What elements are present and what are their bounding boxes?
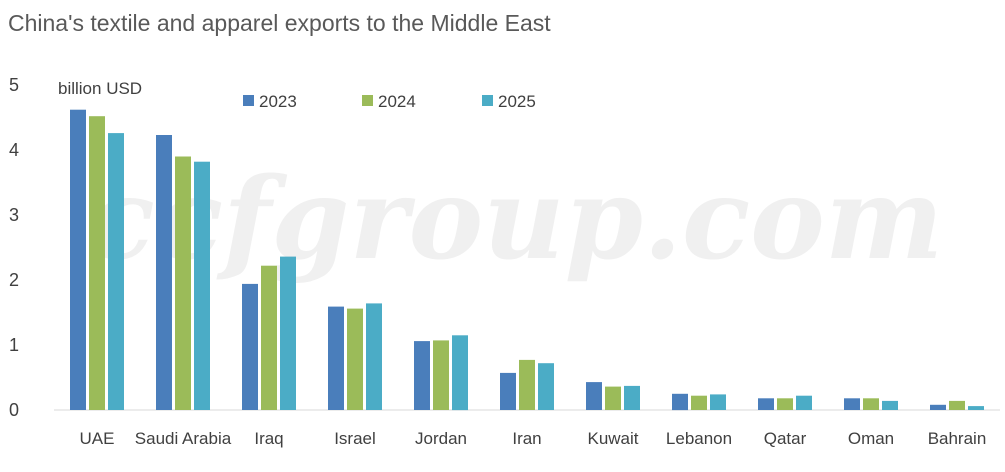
legend-label-2025: 2025 [498, 92, 536, 111]
bar-2024-kuwait [605, 386, 621, 410]
bar-2024-jordan [433, 340, 449, 410]
x-tick-label: Jordan [415, 429, 467, 448]
x-tick-label: Oman [848, 429, 894, 448]
bar-2023-saudi-arabia [156, 135, 172, 410]
x-tick-label: Lebanon [666, 429, 732, 448]
y-tick-label: 4 [9, 140, 19, 160]
bar-2025-lebanon [710, 394, 726, 410]
bar-2024-oman [863, 398, 879, 410]
bar-2024-bahrain [949, 400, 965, 410]
bar-2025-kuwait [624, 385, 640, 410]
unit-label: billion USD [58, 79, 142, 98]
bar-2025-bahrain [968, 406, 984, 410]
bar-2023-kuwait [586, 382, 602, 410]
legend-swatch-2025 [482, 95, 493, 106]
y-tick-label: 1 [9, 335, 19, 355]
bar-2024-lebanon [691, 395, 707, 410]
bar-2023-qatar [758, 398, 774, 410]
x-tick-label: Kuwait [587, 429, 638, 448]
legend-label-2023: 2023 [259, 92, 297, 111]
x-tick-label: Qatar [764, 429, 807, 448]
bar-2025-saudi-arabia [194, 161, 210, 410]
x-tick-label: Iran [512, 429, 541, 448]
x-tick-label: UAE [80, 429, 115, 448]
bar-2023-iraq [242, 283, 258, 410]
x-tick-label: Saudi Arabia [135, 429, 232, 448]
y-axis-ticks: 0 1 2 3 4 5 [9, 75, 19, 420]
bar-2023-iran [500, 372, 516, 410]
bar-series-group [70, 109, 984, 411]
legend-swatch-2023 [243, 95, 254, 106]
bar-2025-iraq [280, 256, 296, 410]
bar-2025-uae [108, 133, 124, 410]
bar-2023-lebanon [672, 393, 688, 411]
x-tick-label: Bahrain [928, 429, 987, 448]
bar-2024-israel [347, 308, 363, 410]
bar-2024-iraq [261, 265, 277, 410]
legend: 2023 2024 2025 [243, 92, 536, 111]
bar-2025-oman [882, 400, 898, 410]
chart-title: China's textile and apparel exports to t… [8, 10, 551, 36]
bar-2024-saudi-arabia [175, 156, 191, 410]
bar-2024-qatar [777, 398, 793, 410]
bar-2023-oman [844, 398, 860, 410]
bar-2025-qatar [796, 395, 812, 410]
legend-label-2024: 2024 [378, 92, 416, 111]
x-tick-label: Israel [334, 429, 376, 448]
bar-2025-israel [366, 303, 382, 410]
bar-2023-israel [328, 306, 344, 410]
bar-2025-iran [538, 363, 554, 410]
x-tick-label: Iraq [254, 429, 283, 448]
bar-2025-jordan [452, 335, 468, 411]
y-tick-label: 5 [9, 75, 19, 95]
bar-2023-bahrain [930, 404, 946, 410]
bar-2024-iran [519, 359, 535, 410]
y-tick-label: 3 [9, 205, 19, 225]
legend-swatch-2024 [362, 95, 373, 106]
y-tick-label: 2 [9, 270, 19, 290]
bar-2023-jordan [414, 341, 430, 410]
y-tick-label: 0 [9, 400, 19, 420]
x-axis-ticks: UAE Saudi Arabia Iraq Israel Jordan Iran Kuwai… [80, 429, 987, 448]
bar-2024-uae [89, 116, 105, 410]
watermark: ccfgroup.com [87, 154, 944, 285]
bar-2023-uae [70, 109, 86, 410]
